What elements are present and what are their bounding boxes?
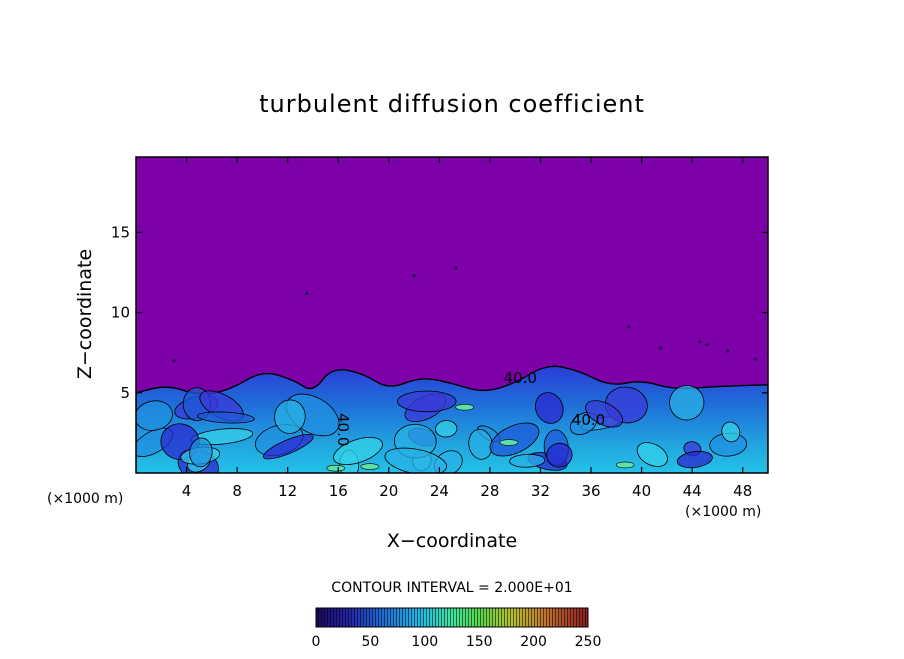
contour-interval-text: CONTOUR INTERVAL = 2.000E+01	[331, 580, 572, 596]
eddy-40	[197, 411, 255, 424]
hot-spot-3	[499, 439, 519, 446]
hot-spot-4	[615, 461, 635, 469]
x-tick-label-6: 28	[480, 482, 499, 500]
eddy-39	[676, 450, 713, 469]
colorbar-tick-label-4: 200	[520, 634, 547, 650]
turbulent-eddies	[136, 266, 757, 473]
colorbar-tick-label-2: 100	[411, 634, 438, 650]
eddy-23	[136, 400, 173, 431]
contour-label-0: 40.0	[504, 369, 537, 387]
y-tick-label-2: 15	[111, 223, 130, 241]
y-axis-ticks: 5 10 15	[111, 223, 768, 402]
colorbar-ticks: 0 50 100 150 200 250	[312, 634, 602, 650]
x-axis-label: X−coordinate	[387, 530, 517, 552]
speckle-3	[725, 349, 730, 353]
x-tick-label-8: 36	[581, 482, 600, 500]
y-axis-label: Z−coordinate	[74, 249, 96, 379]
eddy-36	[636, 442, 668, 467]
x-tick-label-10: 44	[683, 482, 702, 500]
speckle-6	[412, 274, 416, 278]
eddy-22	[509, 453, 546, 468]
eddy-42	[669, 385, 705, 421]
colorbar-tick-label-5: 250	[575, 634, 602, 650]
speckle-1	[698, 339, 702, 344]
speckle-8	[305, 291, 309, 295]
speckle-2	[705, 343, 709, 347]
y-tick-label-1: 10	[111, 304, 130, 322]
eddy-41	[333, 436, 383, 465]
speckle-9	[172, 359, 176, 363]
colorbar-tick-label-0: 0	[312, 634, 321, 650]
hot-spot-2	[455, 403, 474, 411]
eddy-8	[489, 422, 540, 457]
contour-label-1: 40.0	[572, 411, 605, 429]
colorbar-hatch	[316, 608, 588, 627]
x-tick-label-3: 16	[329, 482, 348, 500]
x-tick-label-9: 40	[632, 482, 651, 500]
plot-frame	[135, 156, 769, 474]
colorbar-frame	[315, 607, 589, 628]
x-tick-label-1: 8	[232, 482, 242, 500]
x-tick-label-0: 4	[182, 482, 192, 500]
eddy-21	[263, 433, 314, 460]
eddy-43	[189, 437, 213, 468]
eddy-33	[546, 442, 573, 468]
eddy-18	[534, 392, 564, 424]
colorbar-tick-label-1: 50	[361, 634, 379, 650]
plot-area	[136, 157, 768, 473]
x-tick-label-11: 48	[733, 482, 752, 500]
x-unit-left: (×1000 m)	[47, 491, 123, 507]
speckle-4	[753, 357, 757, 361]
y-tick-label-0: 5	[120, 384, 130, 402]
speckle-0	[658, 346, 663, 350]
eddy-0	[435, 420, 458, 438]
x-unit-right: (×1000 m)	[685, 504, 761, 520]
eddy-28	[397, 390, 457, 413]
hot-spot-1	[360, 463, 380, 470]
hot-spot-0	[326, 464, 346, 472]
x-tick-label-5: 24	[430, 482, 449, 500]
colorbar-tick-label-3: 150	[466, 634, 493, 650]
x-tick-label-4: 20	[379, 482, 398, 500]
eddy-31	[585, 400, 623, 428]
speckle-7	[454, 266, 458, 270]
speckle-5	[627, 325, 631, 329]
contour-label-2: 40.0	[334, 413, 352, 446]
eddy-30	[384, 447, 448, 473]
chart-title: turbulent diffusion coefficient	[259, 90, 645, 118]
x-tick-label-7: 32	[531, 482, 550, 500]
x-axis-ticks: 4 8 12 16 20 24 28 32 36 40 44 48	[182, 157, 752, 500]
contour-labels: 40.0 40.0 40.0	[334, 369, 605, 446]
colorbar	[315, 607, 589, 628]
x-tick-label-2: 12	[278, 482, 297, 500]
eddy-35	[274, 399, 306, 434]
eddy-34	[721, 421, 741, 443]
